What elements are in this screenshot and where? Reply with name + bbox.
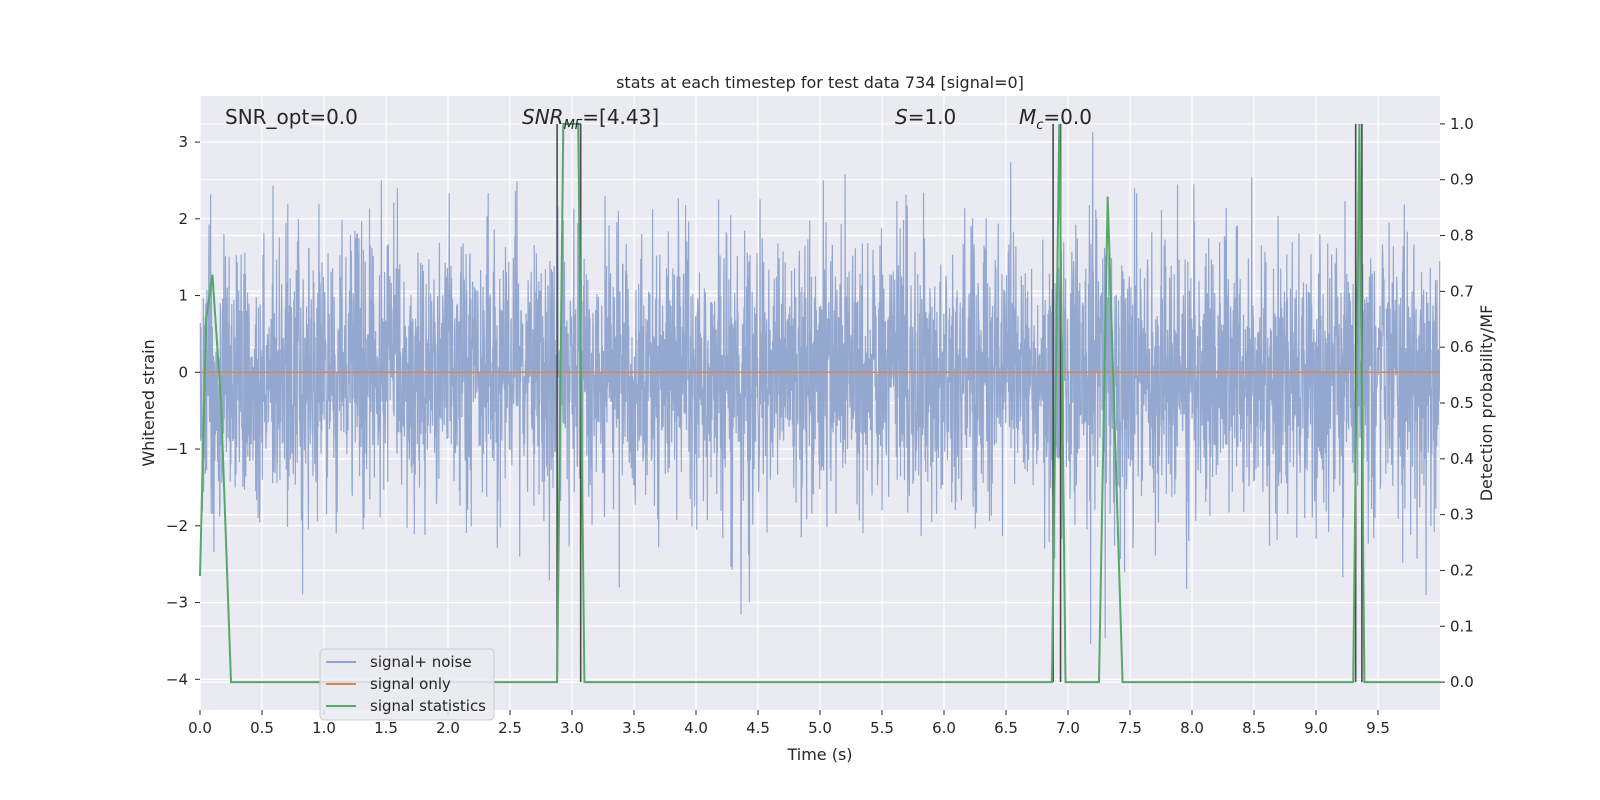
y2-tick-label: 0.5 bbox=[1450, 394, 1474, 412]
x-tick-label: 1.5 bbox=[374, 719, 398, 737]
x-tick-label: 0.0 bbox=[188, 719, 212, 737]
series-signal-statistics bbox=[199, 122, 1440, 684]
x-tick-label: 3.5 bbox=[622, 719, 646, 737]
annotation-snr-opt: SNR_opt=0.0 bbox=[225, 105, 358, 129]
y2-tick-label: 1.0 bbox=[1450, 115, 1474, 133]
y2-tick-label: 0.4 bbox=[1450, 450, 1474, 468]
legend-label-signal-statistics: signal statistics bbox=[370, 697, 486, 715]
y-tick-label: −1 bbox=[166, 440, 188, 458]
series-signal-noise bbox=[199, 132, 1441, 644]
y2-tick-label: 0.1 bbox=[1450, 617, 1474, 635]
y2-tick-label: 0.0 bbox=[1450, 673, 1474, 691]
x-axis: 0.0 0.5 1.0 1.5 2.0 2.5 3.0 3.5 4.0 4.5 5.0 5.5 6.0 6… bbox=[188, 710, 1390, 737]
y-tick-label: −3 bbox=[166, 594, 188, 612]
y2-tick-label: 0.2 bbox=[1450, 561, 1474, 579]
x-tick-label: 1.0 bbox=[312, 719, 336, 737]
y-tick-label: 0 bbox=[178, 363, 188, 381]
y-axis-label: Whitened strain bbox=[139, 339, 158, 466]
x-tick-label: 8.0 bbox=[1180, 719, 1204, 737]
y-tick-label: 1 bbox=[178, 287, 188, 305]
y-axis-left: 3 2 1 0 −1 −2 −3 −4 bbox=[166, 133, 200, 688]
annotation-snr-mf: SNRMF=[4.43] bbox=[522, 105, 659, 133]
statistics-line bbox=[199, 122, 1440, 684]
x-tick-label: 5.5 bbox=[870, 719, 894, 737]
x-tick-label: 4.5 bbox=[746, 719, 770, 737]
x-axis-label: Time (s) bbox=[786, 745, 852, 764]
annotation-mc: Mc=0.0 bbox=[1019, 105, 1092, 133]
x-tick-label: 6.0 bbox=[932, 719, 956, 737]
legend-label-signal-only: signal only bbox=[370, 675, 451, 693]
y-tick-label: −4 bbox=[166, 670, 188, 688]
y-axis-right: 1.0 0.9 0.8 0.7 0.6 0.5 0.4 0.3 0.2 0.1 0.0 bbox=[1440, 115, 1474, 691]
x-tick-label: 2.5 bbox=[498, 719, 522, 737]
x-tick-label: 5.0 bbox=[808, 719, 832, 737]
y-tick-label: 3 bbox=[178, 133, 188, 151]
y2-tick-label: 0.3 bbox=[1450, 506, 1474, 524]
x-tick-label: 7.0 bbox=[1056, 719, 1080, 737]
y-tick-label: 2 bbox=[178, 210, 188, 228]
x-tick-label: 3.0 bbox=[560, 719, 584, 737]
y2-tick-label: 0.6 bbox=[1450, 338, 1474, 356]
annotation-s: S=1.0 bbox=[895, 105, 956, 129]
x-tick-label: 0.5 bbox=[250, 719, 274, 737]
legend: signal+ noise signal only signal statist… bbox=[319, 648, 495, 721]
y2-tick-label: 0.9 bbox=[1450, 171, 1474, 189]
legend-box bbox=[319, 648, 495, 721]
x-tick-label: 6.5 bbox=[994, 719, 1018, 737]
y2-axis-label: Detection probability/MF bbox=[1477, 305, 1496, 502]
legend-label-signal-noise: signal+ noise bbox=[370, 653, 472, 671]
x-tick-label: 8.5 bbox=[1242, 719, 1266, 737]
noise-line bbox=[199, 132, 1441, 644]
x-tick-label: 4.0 bbox=[684, 719, 708, 737]
chart-title: stats at each timestep for test data 734… bbox=[616, 73, 1024, 92]
y-tick-label: −2 bbox=[166, 517, 188, 535]
x-tick-label: 9.5 bbox=[1366, 719, 1390, 737]
x-tick-label: 9.0 bbox=[1304, 719, 1328, 737]
y2-tick-label: 0.7 bbox=[1450, 282, 1474, 300]
x-tick-label: 2.0 bbox=[436, 719, 460, 737]
x-tick-label: 7.5 bbox=[1118, 719, 1142, 737]
y2-tick-label: 0.8 bbox=[1450, 227, 1474, 245]
